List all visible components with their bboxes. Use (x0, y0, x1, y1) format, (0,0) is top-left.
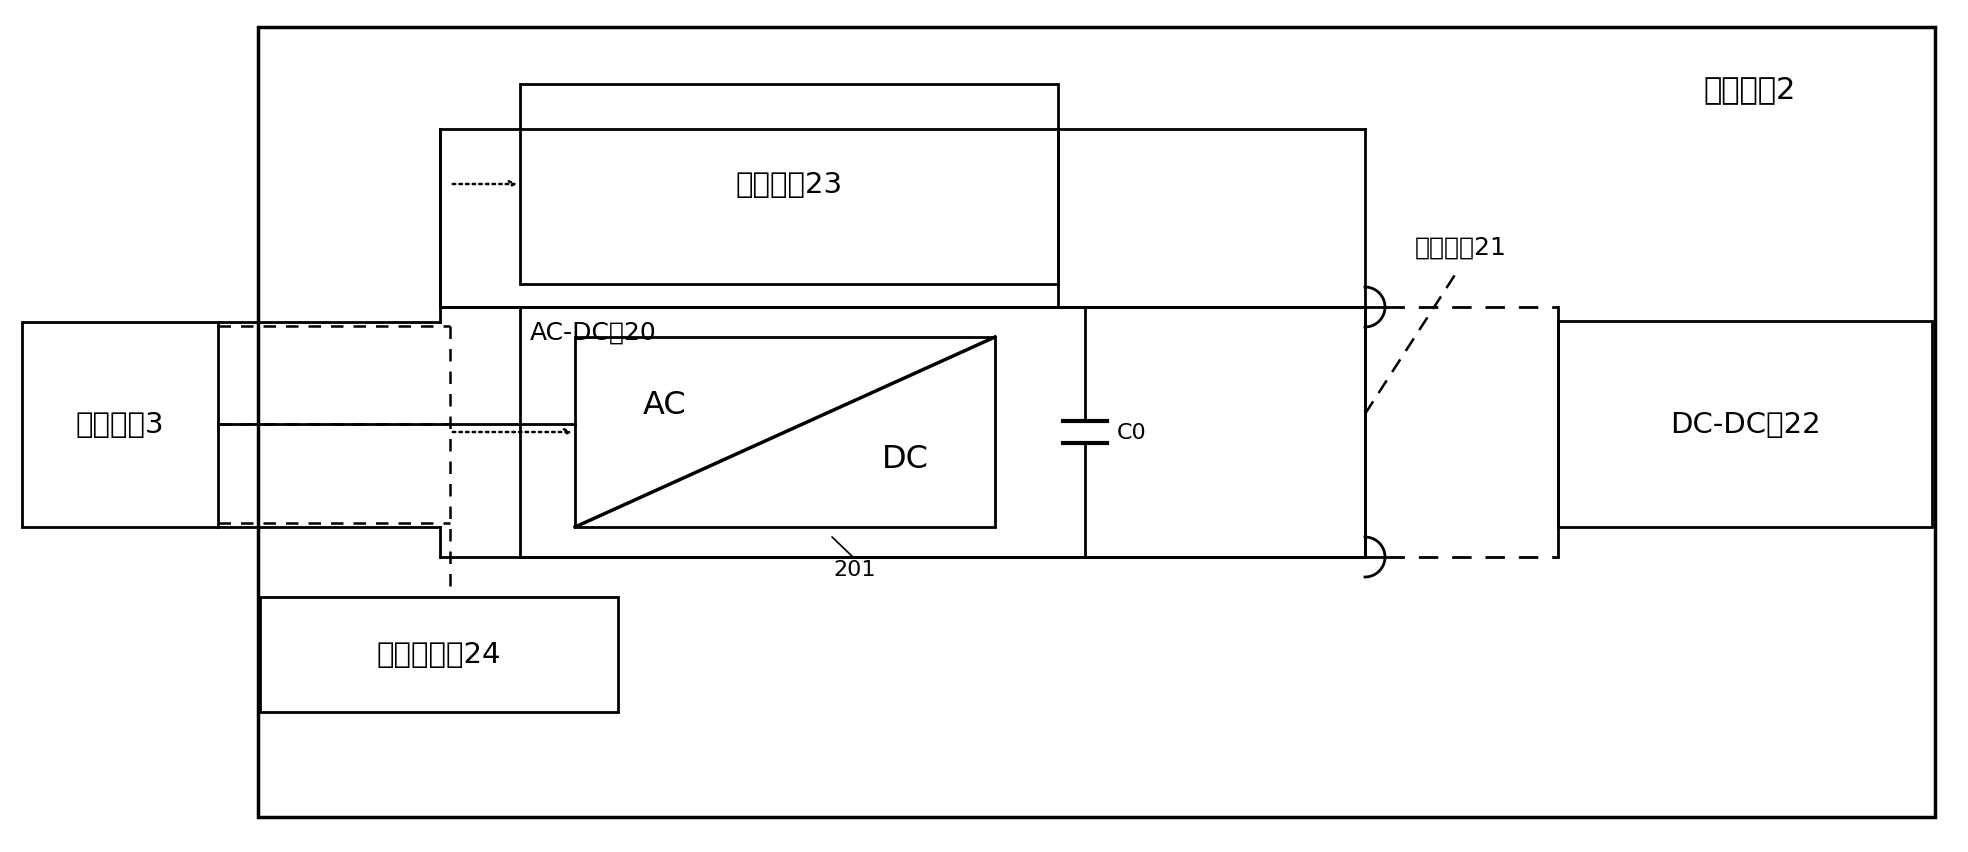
Bar (22, 323, 218, 527)
Text: AC: AC (644, 390, 687, 421)
Text: AC-DC模20: AC-DC模20 (529, 320, 657, 344)
Text: DC: DC (882, 444, 929, 475)
Text: C0: C0 (1118, 423, 1147, 442)
Bar (258, 28, 1935, 817)
Text: 第一控制妒24: 第一控制妒24 (376, 640, 502, 668)
Bar (520, 308, 1366, 557)
Text: 充电电路23: 充电电路23 (736, 170, 842, 199)
Bar (260, 597, 618, 712)
Text: 直流母线21: 直流母线21 (1415, 236, 1507, 260)
Bar (520, 85, 1059, 285)
Text: 充电设切2: 充电设切2 (1704, 76, 1797, 105)
Text: 201: 201 (834, 560, 876, 579)
Bar (575, 337, 996, 527)
Bar (1559, 321, 1933, 527)
Text: DC-DC模22: DC-DC模22 (1669, 411, 1820, 439)
Text: 交流电圀3: 交流电圀3 (75, 411, 163, 439)
